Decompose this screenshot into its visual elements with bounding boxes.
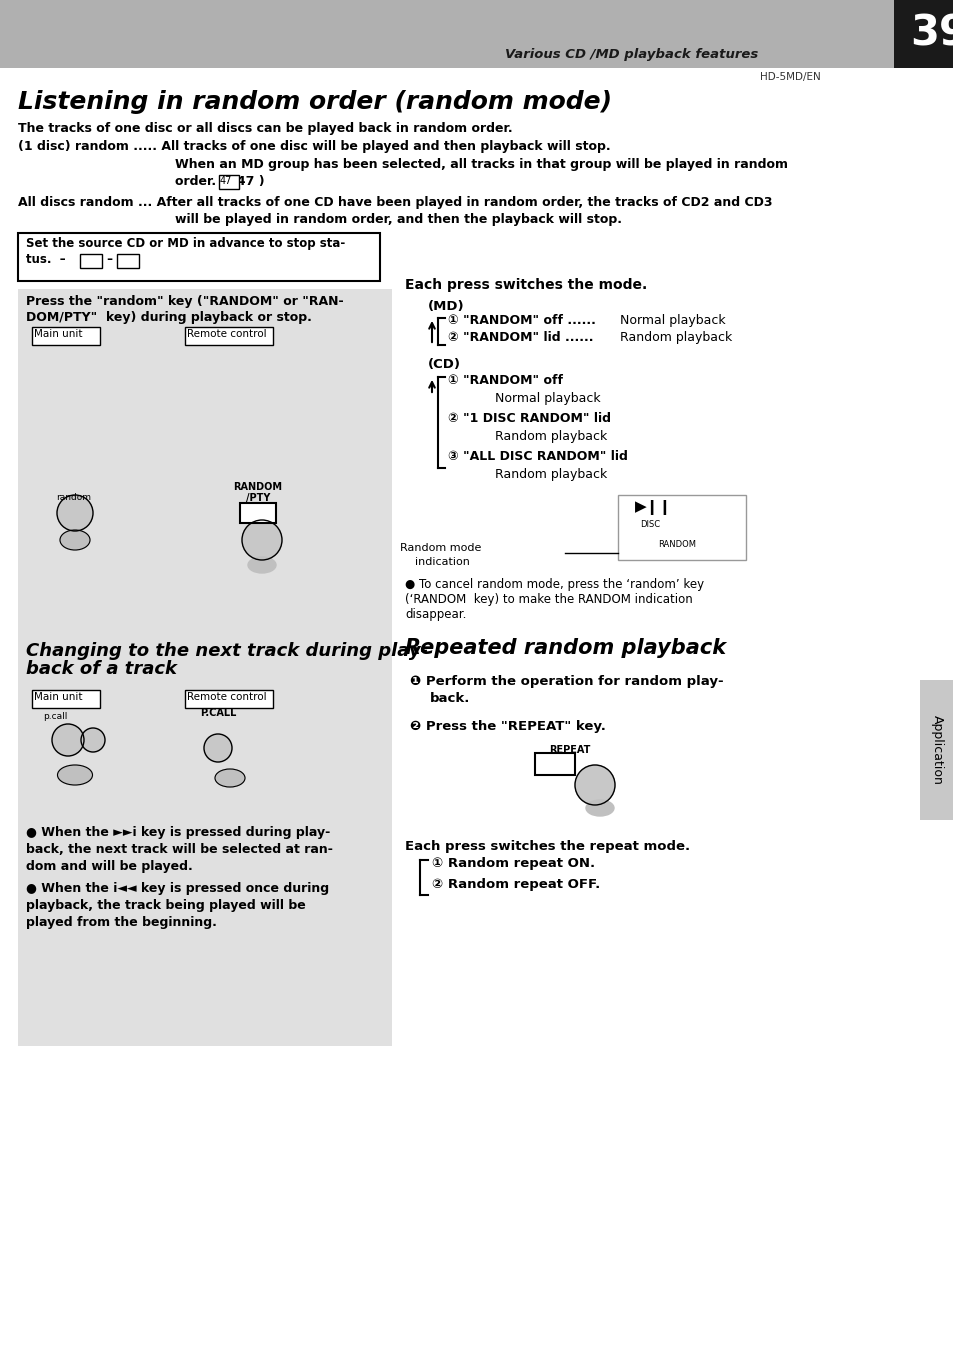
Text: ● When the i◄◄ key is pressed once during: ● When the i◄◄ key is pressed once durin…: [26, 882, 329, 895]
Text: Remote control: Remote control: [187, 329, 266, 339]
Text: ❶ Perform the operation for random play-: ❶ Perform the operation for random play-: [410, 675, 723, 688]
Text: All discs random ... After all tracks of one CD have been played in random order: All discs random ... After all tracks of…: [18, 196, 772, 210]
Circle shape: [57, 495, 92, 531]
Text: /PTY: /PTY: [246, 493, 270, 503]
Ellipse shape: [214, 769, 245, 787]
Text: The tracks of one disc or all discs can be played back in random order.: The tracks of one disc or all discs can …: [18, 122, 512, 135]
Text: When an MD group has been selected, all tracks in that group will be played in r: When an MD group has been selected, all …: [174, 158, 787, 170]
Text: Normal playback: Normal playback: [619, 314, 725, 327]
Text: random: random: [56, 493, 91, 502]
Bar: [919, 680, 953, 821]
Text: ② Random repeat OFF.: ② Random repeat OFF.: [432, 877, 599, 891]
Text: (MD): (MD): [428, 300, 464, 314]
Text: back, the next track will be selected at ran-: back, the next track will be selected at…: [26, 844, 333, 856]
Text: Main unit: Main unit: [34, 692, 82, 702]
Text: dom and will be played.: dom and will be played.: [26, 860, 193, 873]
Bar: [80, 254, 102, 268]
Circle shape: [52, 725, 84, 756]
Bar: [117, 254, 139, 268]
Text: Application: Application: [929, 715, 943, 786]
Text: will be played in random order, and then the playback will stop.: will be played in random order, and then…: [174, 214, 621, 226]
Text: RANDOM: RANDOM: [233, 483, 282, 492]
Text: Random playback: Random playback: [619, 331, 732, 343]
Bar: [18, 233, 379, 281]
Bar: [240, 503, 275, 523]
Bar: [219, 174, 239, 189]
Circle shape: [242, 521, 282, 560]
Text: HD-5MD/EN: HD-5MD/EN: [760, 72, 820, 82]
Text: Main unit: Main unit: [34, 329, 82, 339]
Text: 47: 47: [220, 176, 233, 187]
Bar: [32, 690, 100, 708]
Text: Remote control: Remote control: [187, 692, 266, 702]
Text: Random playback: Random playback: [495, 468, 607, 481]
Bar: [893, 0, 953, 68]
Text: ❷ Press the "REPEAT" key.: ❷ Press the "REPEAT" key.: [410, 721, 605, 733]
Circle shape: [575, 765, 615, 804]
Bar: [18, 289, 392, 719]
Text: back of a track: back of a track: [26, 660, 177, 677]
Text: (CD): (CD): [428, 358, 460, 370]
Text: played from the beginning.: played from the beginning.: [26, 917, 216, 929]
Bar: [32, 327, 100, 345]
Bar: [185, 690, 273, 708]
Text: ① "RANDOM" off ......: ① "RANDOM" off ......: [448, 314, 596, 327]
Ellipse shape: [57, 765, 92, 786]
Text: order. (– 47 ): order. (– 47 ): [174, 174, 264, 188]
Text: ① "RANDOM" off: ① "RANDOM" off: [448, 375, 562, 387]
Text: P.CALL: P.CALL: [199, 708, 236, 718]
Bar: [618, 495, 745, 560]
Bar: [535, 753, 575, 775]
Text: DOM/PTY"  key) during playback or stop.: DOM/PTY" key) during playback or stop.: [26, 311, 312, 324]
Text: Normal playback: Normal playback: [495, 392, 600, 406]
Text: back.: back.: [430, 692, 470, 704]
Text: ① Random repeat ON.: ① Random repeat ON.: [432, 857, 595, 869]
Text: 22: 22: [118, 256, 132, 265]
Text: 39: 39: [909, 12, 953, 54]
Text: tus.  –: tus. –: [26, 253, 66, 266]
Text: 20: 20: [81, 256, 94, 265]
Text: Each press switches the repeat mode.: Each press switches the repeat mode.: [405, 840, 689, 853]
Text: p.call: p.call: [43, 713, 67, 721]
Text: Listening in random order (random mode): Listening in random order (random mode): [18, 91, 612, 114]
Bar: [18, 635, 392, 1046]
Text: ② "1 DISC RANDOM" lid: ② "1 DISC RANDOM" lid: [448, 412, 610, 425]
Text: Press the "random" key ("RANDOM" or "RAN-: Press the "random" key ("RANDOM" or "RAN…: [26, 295, 343, 308]
Circle shape: [204, 734, 232, 763]
Ellipse shape: [248, 557, 275, 573]
Bar: [0, 1046, 953, 1352]
Text: REPEAT: REPEAT: [549, 745, 590, 754]
Ellipse shape: [60, 530, 90, 550]
Text: Various CD /MD playback features: Various CD /MD playback features: [504, 49, 758, 61]
Text: playback, the track being played will be: playback, the track being played will be: [26, 899, 305, 913]
Ellipse shape: [585, 800, 614, 817]
Bar: [185, 327, 273, 345]
Text: Random playback: Random playback: [495, 430, 607, 443]
Text: Random mode: Random mode: [399, 544, 481, 553]
Text: (‘RANDOM  key) to make the RANDOM indication: (‘RANDOM key) to make the RANDOM indicat…: [405, 594, 692, 606]
Text: –: –: [103, 253, 112, 266]
Text: Changing to the next track during play-: Changing to the next track during play-: [26, 642, 428, 660]
Text: Repeated random playback: Repeated random playback: [405, 638, 725, 658]
Text: Set the source CD or MD in advance to stop sta-: Set the source CD or MD in advance to st…: [26, 237, 345, 250]
Bar: [0, 0, 953, 68]
Text: disappear.: disappear.: [405, 608, 466, 621]
Text: ● To cancel random mode, press the ‘random’ key: ● To cancel random mode, press the ‘rand…: [405, 579, 703, 591]
Text: indication: indication: [415, 557, 470, 566]
Text: ③ "ALL DISC RANDOM" lid: ③ "ALL DISC RANDOM" lid: [448, 450, 627, 462]
Text: RANDOM: RANDOM: [658, 539, 696, 549]
Text: ▶❙❙: ▶❙❙: [635, 500, 672, 515]
Text: Each press switches the mode.: Each press switches the mode.: [405, 279, 646, 292]
Bar: [399, 635, 935, 1046]
Text: DISC: DISC: [639, 521, 659, 529]
Text: ② "RANDOM" lid ......: ② "RANDOM" lid ......: [448, 331, 593, 343]
Circle shape: [81, 727, 105, 752]
Text: ● When the ►►i key is pressed during play-: ● When the ►►i key is pressed during pla…: [26, 826, 330, 840]
Text: (1 disc) random ..... All tracks of one disc will be played and then playback wi: (1 disc) random ..... All tracks of one …: [18, 141, 610, 153]
